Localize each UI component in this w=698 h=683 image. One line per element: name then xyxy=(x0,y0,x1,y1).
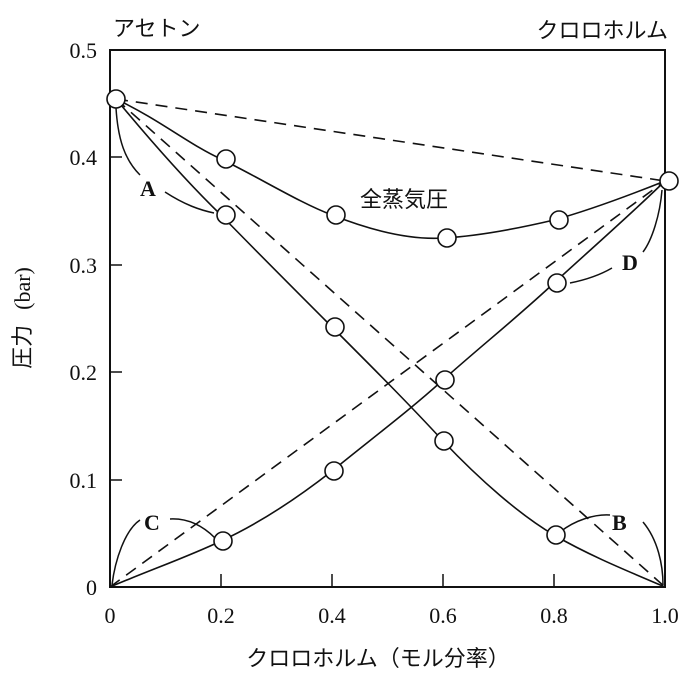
total-pressure-label: 全蒸気圧 xyxy=(360,188,448,213)
marker xyxy=(216,149,236,169)
plot-frame xyxy=(109,49,666,588)
chloroform-label: クロロホルム xyxy=(536,19,668,44)
marker xyxy=(435,370,455,390)
x-tick-label: 0 xyxy=(105,603,116,628)
raoult-lines xyxy=(109,98,666,588)
x-tick-label: 1.0 xyxy=(651,603,679,628)
marker xyxy=(434,431,454,451)
y-tick-label: 0 xyxy=(86,575,97,600)
y-tick-label: 0.3 xyxy=(70,253,98,278)
x-ticks xyxy=(220,574,555,587)
arc-B-right xyxy=(642,521,664,586)
arc-C-left xyxy=(111,519,141,586)
label-A: A xyxy=(140,176,156,201)
annotation-arcs xyxy=(111,107,664,586)
label-C: C xyxy=(144,510,160,535)
marker xyxy=(437,228,457,248)
label-B: B xyxy=(612,510,627,535)
y-axis-label-unit: (bar) xyxy=(10,267,35,310)
label-D: D xyxy=(622,250,638,275)
marker xyxy=(549,210,569,230)
marker xyxy=(106,89,126,109)
raoult-total-line xyxy=(115,98,666,182)
marker xyxy=(326,205,346,225)
data-markers xyxy=(106,89,679,551)
marker xyxy=(213,531,233,551)
y-tick-label: 0.5 xyxy=(70,38,98,63)
x-tick-label: 0.2 xyxy=(207,603,235,628)
arc-B-left xyxy=(559,514,611,533)
y-axis-label: 圧力 (bar) xyxy=(10,267,36,369)
arc-C-right xyxy=(169,518,216,539)
arc-D-lower xyxy=(569,267,613,284)
arc-A-upper xyxy=(115,107,141,176)
arc-D-upper xyxy=(642,189,663,253)
y-tick-label: 0.2 xyxy=(70,360,98,385)
marker xyxy=(546,525,566,545)
x-tick-label: 0.4 xyxy=(318,603,346,628)
y-tick-label: 0.1 xyxy=(70,468,98,493)
y-ticks xyxy=(110,156,122,481)
y-axis-label-jp: 圧力 xyxy=(11,325,36,369)
x-tick-label: 0.8 xyxy=(540,603,568,628)
marker xyxy=(325,317,345,337)
y-tick-label: 0.4 xyxy=(70,145,98,170)
x-tick-label: 0.6 xyxy=(429,603,457,628)
acetone-label: アセトン xyxy=(113,17,201,42)
raoult-acetone-line xyxy=(115,98,666,588)
marker xyxy=(547,273,567,293)
x-axis-label: クロロホルム（モル分率） xyxy=(246,647,510,672)
svg-text:圧力 (bar): 圧力 (bar) xyxy=(10,267,36,369)
marker xyxy=(216,205,236,225)
marker xyxy=(324,461,344,481)
arc-A-lower xyxy=(164,191,215,214)
marker xyxy=(659,171,679,191)
